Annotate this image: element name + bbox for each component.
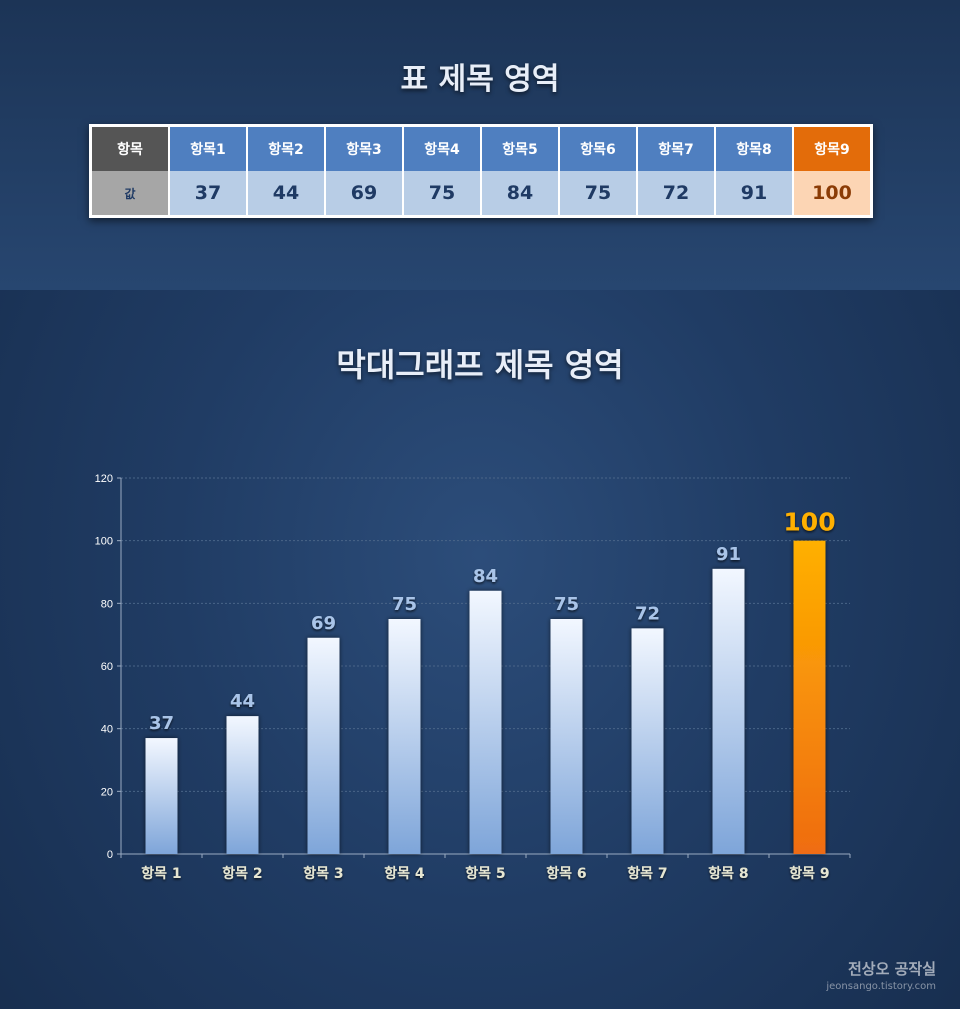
bar bbox=[307, 637, 340, 854]
chart-title: 막대그래프 제목 영역 bbox=[336, 346, 624, 384]
y-tick-label: 0 bbox=[107, 849, 113, 861]
table-column-header: 항목1 bbox=[169, 125, 248, 171]
table-column-header: 항목3 bbox=[325, 125, 404, 171]
y-tick-label: 20 bbox=[101, 786, 113, 798]
data-label: 75 bbox=[392, 594, 417, 615]
x-tick-label: 항목 5 bbox=[465, 865, 505, 882]
bar-highlight bbox=[793, 540, 826, 854]
bar bbox=[226, 716, 259, 854]
bar bbox=[550, 619, 583, 854]
bar bbox=[145, 738, 178, 854]
data-label-highlight: 100 bbox=[783, 508, 835, 537]
watermark-url: jeonsango.tistory.com bbox=[826, 981, 936, 992]
table-header-row: 항목 항목1 항목2 항목3 항목4 항목5 항목6 항목7 항목8 항목9 bbox=[90, 125, 873, 171]
table-column-header: 항목5 bbox=[481, 125, 560, 171]
table-value-row: 값 37 44 69 75 84 75 72 91 100 bbox=[90, 171, 873, 217]
bar bbox=[712, 568, 745, 854]
table-cell: 44 bbox=[247, 171, 326, 217]
data-label: 84 bbox=[473, 566, 498, 587]
table-value-header: 값 bbox=[90, 171, 170, 217]
table-cell: 75 bbox=[403, 171, 482, 217]
y-tick-label: 120 bbox=[95, 473, 113, 485]
watermark: 전상오 공작실 jeonsango.tistory.com bbox=[826, 958, 936, 992]
table-cell: 69 bbox=[325, 171, 404, 217]
table-column-header-highlight: 항목9 bbox=[793, 125, 873, 171]
data-label: 44 bbox=[230, 691, 255, 712]
table-cell: 75 bbox=[559, 171, 638, 217]
y-tick-label: 80 bbox=[101, 598, 113, 610]
y-tick-label: 60 bbox=[101, 661, 113, 673]
y-tick-label: 40 bbox=[101, 724, 113, 736]
bar bbox=[631, 628, 664, 854]
bars bbox=[145, 540, 826, 854]
table-column-header: 항목7 bbox=[637, 125, 716, 171]
watermark-title: 전상오 공작실 bbox=[847, 960, 936, 978]
x-tick-label: 항목 9 bbox=[789, 865, 829, 882]
table-cell: 37 bbox=[169, 171, 248, 217]
x-tick-label: 항목 2 bbox=[222, 865, 262, 882]
table-column-header: 항목2 bbox=[247, 125, 326, 171]
table-column-header: 항목8 bbox=[715, 125, 794, 171]
x-tick-label: 항목 8 bbox=[708, 865, 748, 882]
data-label: 37 bbox=[149, 713, 174, 734]
table-title: 표 제목 영역 bbox=[400, 62, 560, 97]
x-tick-label: 항목 6 bbox=[546, 865, 586, 882]
x-tick-label: 항목 7 bbox=[627, 865, 667, 882]
bar bbox=[469, 590, 502, 854]
table-cell: 84 bbox=[481, 171, 560, 217]
data-label: 69 bbox=[311, 613, 336, 634]
table-row-header: 항목 bbox=[90, 125, 170, 171]
table-column-header: 항목6 bbox=[559, 125, 638, 171]
x-tick-label: 항목 1 bbox=[141, 865, 181, 882]
table-column-header: 항목4 bbox=[403, 125, 482, 171]
table-cell-highlight: 100 bbox=[793, 171, 873, 217]
x-tick-label: 항목 4 bbox=[384, 865, 425, 882]
bar bbox=[388, 619, 421, 854]
x-tick-label: 항목 3 bbox=[303, 865, 343, 882]
table-cell: 72 bbox=[637, 171, 716, 217]
y-tick-label: 100 bbox=[95, 536, 113, 548]
labels: 0 20 40 60 80 100 120 37 항목 1 44 항목 2 69 항목 3 75 항목 4 8… bbox=[95, 473, 836, 882]
data-table: 항목 항목1 항목2 항목3 항목4 항목5 항목6 항목7 항목8 항목9 값… bbox=[89, 124, 873, 218]
data-label: 91 bbox=[716, 544, 741, 565]
table-cell: 91 bbox=[715, 171, 794, 217]
data-label: 72 bbox=[635, 603, 660, 624]
data-label: 75 bbox=[554, 594, 579, 615]
